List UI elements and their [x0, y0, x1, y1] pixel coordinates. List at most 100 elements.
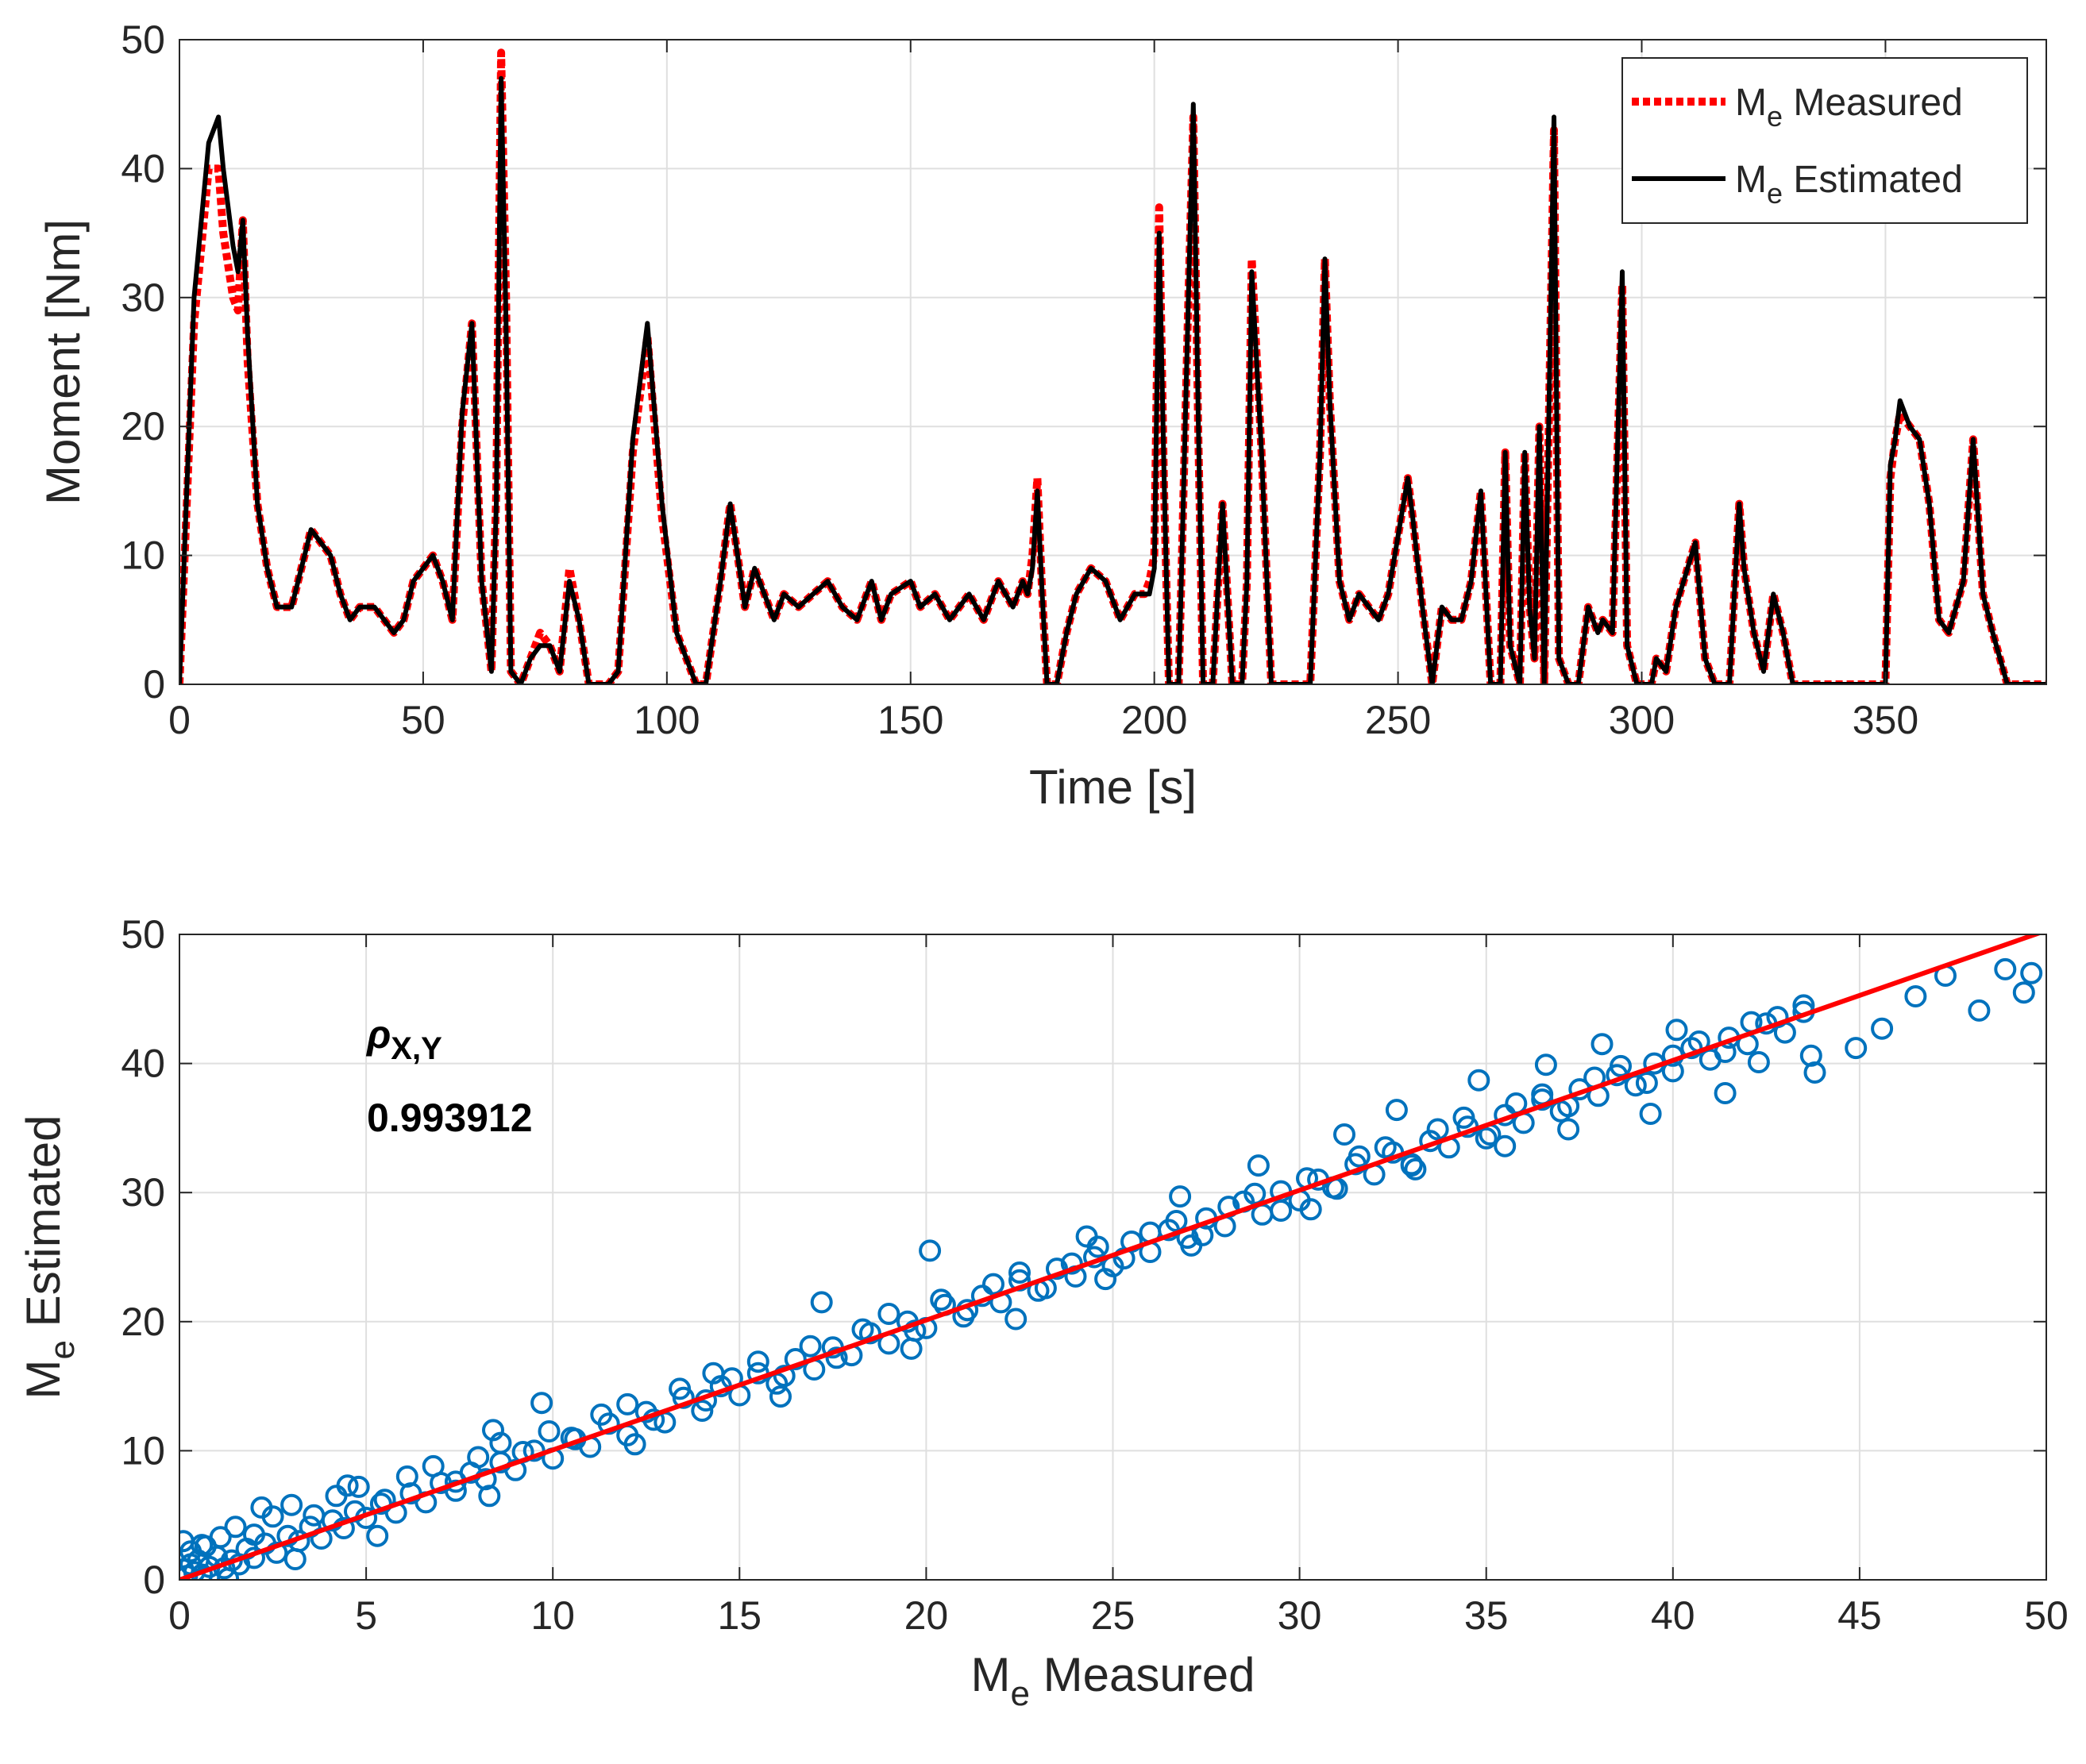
ts-xtick-label-5: 250 [1365, 698, 1431, 742]
correlation-symbol: ρX,Y [365, 1012, 442, 1066]
scatter-point-197 [482, 1419, 504, 1442]
sc-xtick-label-10: 50 [2024, 1593, 2069, 1638]
scatter-point-200 [810, 1291, 833, 1314]
scatter-point-176 [1094, 1268, 1117, 1291]
scatter-point-196 [336, 1474, 359, 1497]
series-line-estimated [179, 75, 2046, 684]
ts-xtick-label-4: 200 [1121, 698, 1187, 742]
ts-ytick-label-2: 20 [121, 404, 165, 449]
scatter-point-169 [283, 1548, 307, 1570]
scatter-plot: 0 5 10 15 20 25 30 35 40 45 50 0 10 20 30 40 50 Me Measu… [17, 912, 2069, 1713]
scatter-point-183 [1714, 1082, 1737, 1104]
scatter-point-187 [1904, 985, 1927, 1007]
scatter-point-84 [1475, 1127, 1498, 1150]
time-series-ticks: 0 50 100 150 200 250 300 350 0 10 20 30 40 50 [121, 17, 2046, 742]
scatter-point-195 [250, 1496, 273, 1519]
legend-estimated-sub: e [1767, 177, 1783, 210]
time-series-y-axis-label: Moment [Nm] [37, 219, 90, 505]
sc-xtick-label-9: 45 [1837, 1593, 1882, 1638]
sc-xtick-label-3: 15 [717, 1593, 762, 1638]
scatter-point-109 [303, 1504, 326, 1527]
sc-xtick-label-8: 40 [1651, 1593, 1695, 1638]
scatter-point-190 [1994, 957, 2017, 980]
scatter-point-179 [1404, 1157, 1427, 1180]
scatter-y-axis-label: Me Estimated [17, 1115, 82, 1400]
scatter-point-180 [1494, 1134, 1517, 1157]
scatter-point-153 [1426, 1118, 1449, 1141]
scatter-point-147 [1270, 1200, 1293, 1222]
scatter-point-106 [243, 1523, 265, 1546]
scatter-point-42 [691, 1400, 714, 1422]
scatter-point-134 [930, 1288, 953, 1311]
scatter-point-152 [1400, 1154, 1423, 1177]
scatter-point-124 [669, 1377, 692, 1400]
ts-xtick-label-0: 0 [168, 698, 191, 742]
scatter-point-121 [590, 1403, 613, 1426]
fit-line [179, 934, 2043, 1580]
scatter-point-137 [1008, 1261, 1031, 1284]
sc-xtick-label-2: 10 [530, 1593, 575, 1638]
sc-xtick-label-1: 5 [355, 1593, 377, 1638]
scatter-point-108 [280, 1493, 303, 1516]
scatter-point-182 [1639, 1103, 1662, 1125]
scatter-point-175 [1004, 1308, 1028, 1331]
scatter-point-174 [900, 1337, 923, 1360]
sc-ytick-label-2: 20 [121, 1300, 165, 1344]
scatter-point-114 [422, 1454, 445, 1477]
scatter-point-185 [1845, 1037, 1868, 1060]
ts-xtick-label-3: 150 [877, 698, 943, 742]
scatter-point-127 [746, 1350, 769, 1373]
scatter-point-139 [1060, 1252, 1083, 1275]
sc-xtick-label-7: 35 [1464, 1593, 1509, 1638]
scatter-point-178 [1299, 1198, 1322, 1221]
time-series-lines [179, 48, 2046, 684]
scatter-point-143 [1165, 1210, 1188, 1232]
scatter-xlabel-rest: Measured [1030, 1648, 1255, 1701]
time-series-x-axis-label: Time [s] [1029, 761, 1197, 814]
scatter-point-171 [478, 1485, 501, 1508]
sc-ytick-label-3: 30 [121, 1170, 165, 1215]
scatter-point-191 [2012, 981, 2035, 1004]
scatter-point-198 [530, 1392, 553, 1415]
legend-box [1621, 57, 2028, 224]
sc-ytick-label-4: 40 [121, 1042, 165, 1086]
scatter-point-168 [217, 1567, 240, 1580]
scatter-point-47 [784, 1348, 807, 1370]
scatter-point-194 [191, 1534, 214, 1557]
scatter-point-189 [1968, 999, 1991, 1022]
scatter-point-130 [825, 1346, 848, 1369]
scatter-point-129 [799, 1335, 822, 1358]
scatter-point-204 [1247, 1154, 1270, 1177]
sc-xtick-label-0: 0 [168, 1593, 191, 1638]
scatter-xlabel-main: M [971, 1648, 1011, 1701]
ts-ytick-label-0: 0 [143, 662, 165, 707]
scatter-point-136 [982, 1273, 1004, 1296]
sc-xtick-label-4: 20 [904, 1593, 949, 1638]
time-series-axes-box [179, 39, 2047, 685]
scatter-point-128 [773, 1365, 796, 1388]
legend-measured-rest: Measured [1783, 82, 1963, 124]
scatter-point-207 [1467, 1069, 1490, 1092]
ts-xtick-label-7: 350 [1853, 698, 1918, 742]
scatter-point-209 [1591, 1033, 1614, 1056]
scatter-points [179, 957, 2043, 1580]
scatter-point-211 [1747, 1051, 1770, 1073]
legend-measured-main: M [1735, 82, 1767, 124]
scatter-point-160 [1610, 1054, 1632, 1077]
scatter-point-122 [616, 1392, 639, 1415]
sc-ytick-label-1: 10 [121, 1428, 165, 1473]
scatter-point-192 [2020, 961, 2043, 984]
legend-estimated-rest: Estimated [1783, 159, 1963, 201]
legend-entry-estimated: Me Estimated [1735, 159, 1963, 210]
scatter-point-132 [877, 1303, 900, 1325]
scatter-ylabel-sub: e [43, 1340, 82, 1359]
legend-measured-sub: e [1767, 100, 1783, 133]
scatter-ylabel-main: M [17, 1359, 70, 1399]
scatter-point-208 [1534, 1053, 1557, 1077]
scatter-point-186 [1871, 1017, 1894, 1040]
correlation-value: 0.993912 [367, 1096, 533, 1140]
scatter-point-119 [538, 1420, 561, 1442]
scatter-point-113 [395, 1465, 418, 1488]
scatter-point-166 [1766, 1006, 1789, 1029]
correlation-subscript: X,Y [391, 1031, 442, 1066]
